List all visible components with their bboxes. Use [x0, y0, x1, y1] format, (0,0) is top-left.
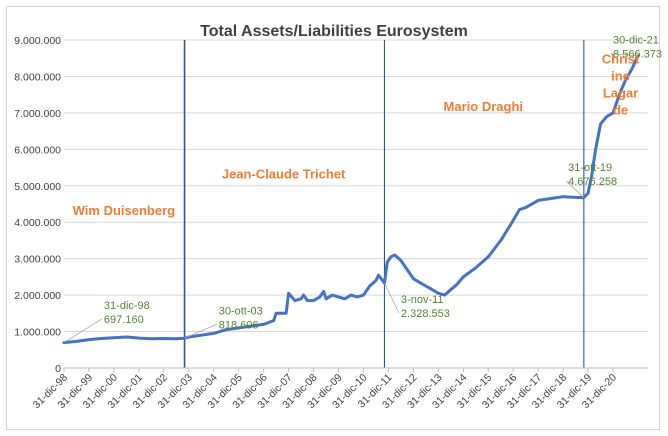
y-tick-label: 8.000.000 [14, 71, 61, 83]
series-layer [62, 54, 640, 345]
era-label: Mario Draghi [444, 99, 523, 114]
data-label: 31-ott-19 [568, 162, 612, 174]
y-tick-label: 1.000.000 [14, 327, 61, 339]
data-label: 31-dic-98 [104, 300, 150, 312]
annotation-leader-line [565, 180, 585, 198]
era-label: Christ [602, 52, 640, 67]
data-label: 30-ott-03 [219, 305, 263, 317]
data-label: 30-dic-21 [613, 35, 659, 47]
data-label: 697.160 [104, 314, 144, 326]
era-label-layer: Wim Duisenberg Jean-Claude Trichet Mario D… [73, 52, 640, 218]
annotation-leader-line [184, 324, 217, 339]
grid-layer [64, 39, 648, 333]
y-tick-label: 9.000.000 [14, 35, 61, 47]
axis-layer: 0 1.000.000 2.000.000 3.000.000 4.000.000 5.0… [14, 35, 648, 411]
y-tick-label: 5.000.000 [14, 181, 61, 193]
y-tick-label: 6.000.000 [14, 144, 61, 156]
y-tick-label: 4.000.000 [14, 217, 61, 229]
era-label: Wim Duisenberg [73, 203, 176, 218]
chart-title: Total Assets/Liabilities Eurosystem [200, 23, 468, 40]
y-tick-label: 3.000.000 [14, 254, 61, 266]
y-tick-label: 2.000.000 [14, 290, 61, 302]
era-label: de [613, 103, 628, 118]
annotation-layer: 31-dic-98 697.160 30-ott-03 818.606 3-nov-11… [63, 35, 662, 343]
vertical-lines-layer [183, 40, 585, 368]
annotation-leader-line [63, 318, 103, 343]
data-label: 818.606 [219, 319, 259, 331]
data-label: 4.676.258 [568, 176, 617, 188]
era-label: ine [611, 69, 630, 84]
series-line [62, 54, 640, 345]
annotation-leader-line [384, 282, 400, 314]
y-tick-label: 0 [55, 363, 61, 375]
annotation-leader-line [611, 53, 639, 57]
data-label: 2.328.553 [401, 308, 450, 320]
data-label: 8.566.373 [613, 49, 662, 61]
y-tick-label: 7.000.000 [14, 108, 61, 120]
era-label: Jean-Claude Trichet [222, 166, 346, 181]
data-label: 3-nov-11 [401, 294, 444, 306]
era-label: Lagar [603, 86, 638, 101]
